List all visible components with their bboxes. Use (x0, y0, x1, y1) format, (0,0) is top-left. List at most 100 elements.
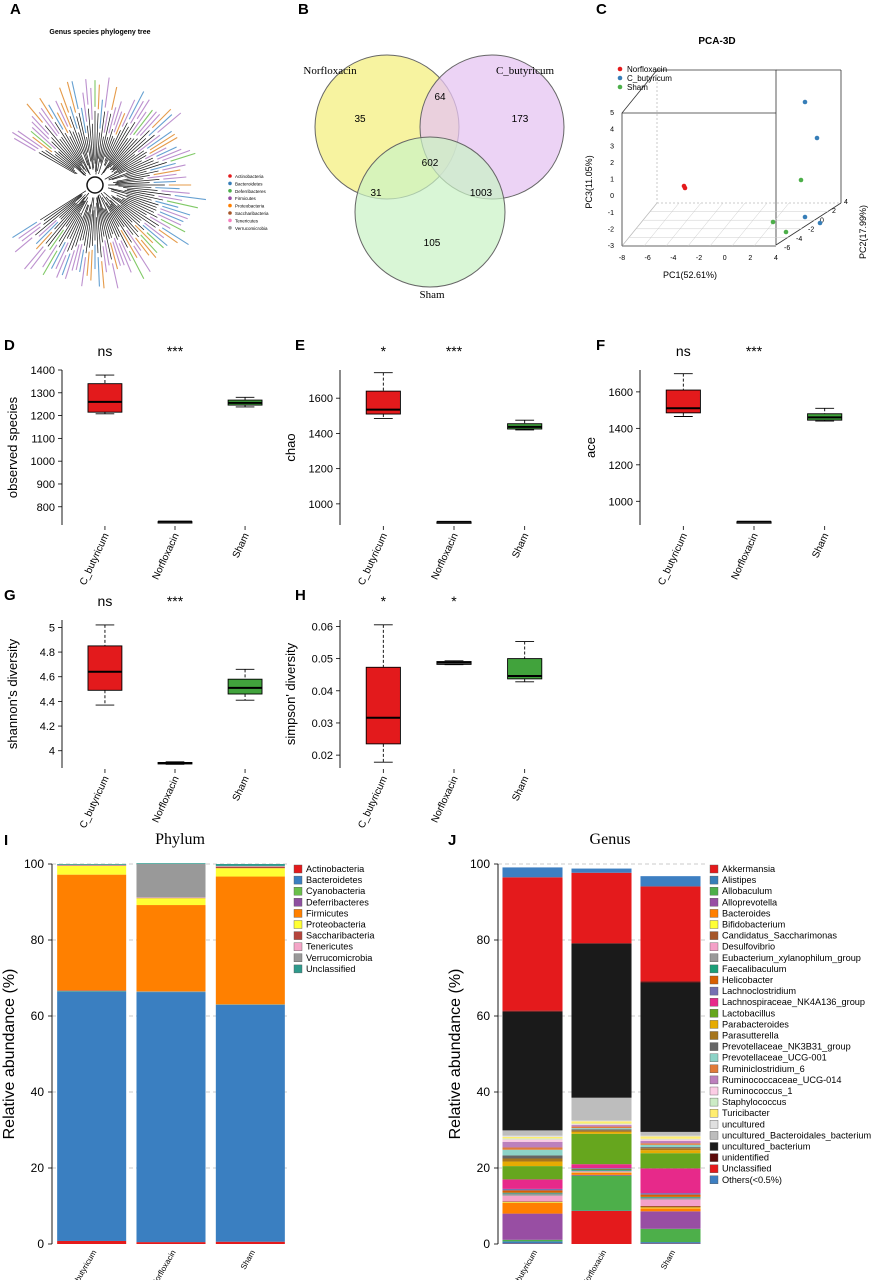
bar-segment (502, 1139, 563, 1142)
tree-branch (100, 137, 109, 164)
tree-tip-label (55, 242, 69, 270)
tree-branch (110, 190, 157, 208)
legend-label: Parasutterella (722, 1031, 780, 1041)
tree-branch (116, 197, 147, 216)
pca-grid-line (731, 202, 768, 247)
tree-branch (111, 138, 147, 171)
tree-branch (54, 121, 87, 172)
y-tick-label: 800 (37, 502, 55, 514)
bar-segment (571, 1168, 632, 1169)
tree-legend-label: Proteobacteria (235, 204, 265, 209)
tree-branch (104, 135, 114, 158)
y-tick-label: 1200 (31, 411, 55, 423)
tree-branch (58, 151, 85, 176)
y-tick-label: 40 (477, 1085, 491, 1099)
y-tick-label: 1600 (309, 393, 333, 405)
tree-tip-label (12, 131, 39, 150)
tree-tip-label (69, 106, 78, 129)
box-c_butyricum (87, 624, 123, 706)
legend-label: Ruminiclostridium_6 (722, 1064, 805, 1074)
tree-tip-label (56, 254, 67, 278)
tree-branch (91, 123, 95, 161)
x-tick-label: Norfloxacin (150, 1249, 178, 1280)
tree-branch (97, 136, 104, 172)
tree-branch (45, 197, 85, 244)
bar-segment (640, 1196, 701, 1198)
tree-branches (12, 77, 207, 289)
tree-branch (47, 192, 90, 247)
tree-branch (58, 200, 86, 242)
tree-tip-label (64, 250, 75, 279)
pca-x-tick: 2 (748, 255, 752, 262)
legend-label: Desulfovibrio (722, 942, 775, 952)
bar-segment (571, 1169, 632, 1171)
legend-swatch (709, 1097, 719, 1107)
bar-segment (502, 1155, 563, 1159)
tree-branch (95, 113, 99, 172)
y-tick-label: 1200 (309, 464, 333, 476)
tree-tip-label (120, 229, 138, 259)
tree-title: Genus species phylogeny tree (49, 29, 150, 36)
tree-branch (69, 116, 89, 166)
box-norfloxacin (436, 520, 472, 524)
legend-label: Unclassified (722, 1164, 772, 1174)
venn-count-norfloxacin-sham: 31 (370, 188, 382, 199)
y-tick-label: 100 (470, 857, 490, 871)
tree-tip-label (157, 213, 182, 226)
tree-branch (43, 194, 82, 221)
stacked-bar-i: Phylum 0 20 40 60 80 100 Relative abundance (%)… (1, 831, 375, 1280)
legend-swatch (709, 1086, 719, 1096)
legend-swatch (293, 964, 303, 974)
tree-tip-label (32, 136, 53, 153)
legend-swatch (709, 875, 719, 885)
legend-swatch (709, 1120, 719, 1129)
tree-tip-label (59, 87, 70, 113)
bar-segment (640, 1138, 701, 1140)
y-tick-label: 80 (477, 933, 491, 947)
tree-tip-label (38, 111, 58, 137)
pca-point (783, 229, 789, 235)
tree-branch (98, 128, 113, 175)
tree-legend-label: Tenericutes (235, 218, 259, 223)
tree-branch (59, 202, 76, 218)
boxplot-g: 4 4.2 4.4 4.6 4.8 5 shannon's diversity C_butyr… (5, 593, 263, 830)
tree-branch (65, 200, 85, 227)
y-tick-label: 0.04 (312, 686, 333, 698)
phylogeny-tree-panel: Genus species phylogeny tree Actinobacte… (12, 29, 269, 289)
tree-branch (109, 138, 135, 168)
bar-segment (502, 1192, 563, 1194)
tree-legend-label: Deferribacteres (235, 189, 267, 194)
tree-branch (69, 130, 91, 176)
significance-label: *** (167, 593, 184, 609)
bar-segment (502, 1195, 563, 1202)
bar-segment (640, 981, 701, 983)
y-axis-label: ace (583, 437, 598, 458)
pca-y-tick: 5 (610, 110, 614, 117)
tree-branch (99, 113, 112, 163)
tree-branch (99, 194, 120, 238)
tree-tip-label (130, 100, 144, 124)
tree-tip-label (162, 149, 191, 161)
y-tick-label: 1200 (609, 460, 633, 472)
legend-label: Eubacterium_xylanophilum_group (722, 953, 861, 963)
tree-branch (67, 216, 83, 252)
legend-label: uncultured (722, 1119, 765, 1129)
y-axis-label: Relative abundance (%) (447, 969, 464, 1140)
tree-branch (110, 200, 133, 223)
bar-segment (502, 1149, 563, 1156)
boxplot-h: 0.02 0.03 0.04 0.05 0.06 simpson' diversity C_… (283, 593, 543, 830)
venn-label-sham: Sham (419, 289, 445, 301)
pca-y-tick: -2 (608, 226, 614, 233)
pca-z-tick: 4 (844, 199, 848, 206)
tree-legend-marker (228, 226, 232, 230)
tree-tip-label (97, 84, 100, 110)
legend-swatch (293, 898, 303, 907)
legend-label: Prevotellaceae_UCG-001 (722, 1053, 827, 1063)
tree-tip-label (144, 147, 167, 160)
legend-swatch (293, 953, 303, 962)
significance-label: *** (167, 343, 184, 359)
bar-sham (215, 864, 285, 1244)
tree-tip-label (13, 137, 36, 152)
bar-c_butyricum (502, 867, 563, 1244)
